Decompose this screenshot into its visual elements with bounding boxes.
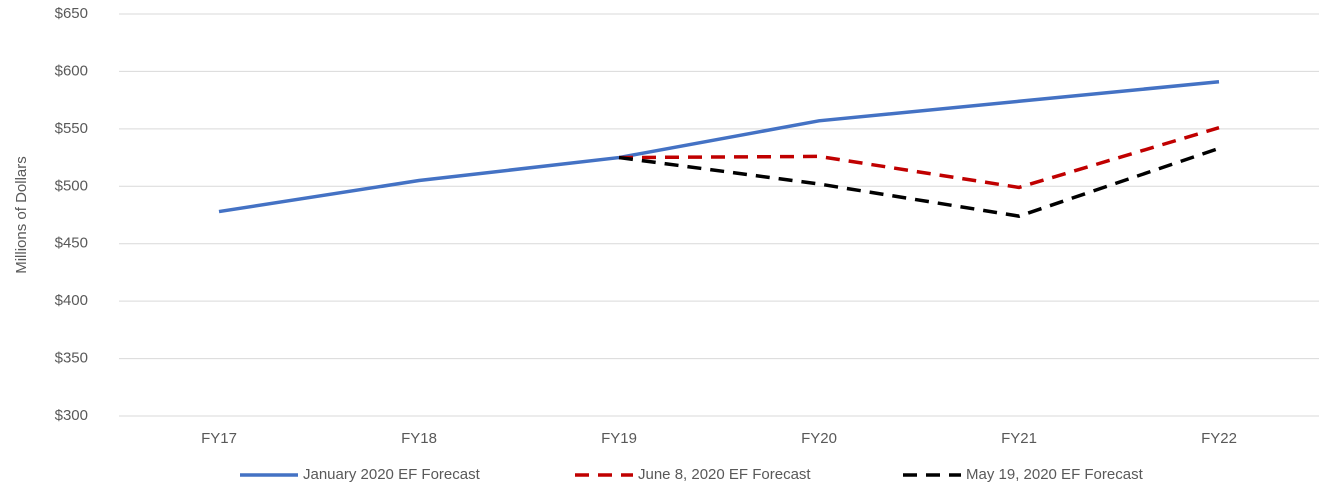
y-tick-label: $300 — [55, 407, 88, 424]
y-tick-label: $400 — [55, 292, 88, 309]
x-tick-label: FY22 — [1201, 430, 1237, 447]
y-tick-label: $550 — [55, 120, 88, 137]
series-line — [618, 126, 1220, 190]
y-axis-label: Millions of Dollars — [13, 156, 30, 274]
y-tick-label: $500 — [55, 177, 88, 194]
x-tick-label: FY19 — [601, 430, 637, 447]
x-tick-label: FY17 — [201, 430, 237, 447]
x-tick-label: FY18 — [401, 430, 437, 447]
y-tick-label: $350 — [55, 350, 88, 367]
y-tick-label: $450 — [55, 235, 88, 252]
series-line — [218, 80, 1220, 214]
x-tick-label: FY20 — [801, 430, 837, 447]
legend-label: May 19, 2020 EF Forecast — [966, 466, 1144, 483]
x-tick-label: FY21 — [1001, 430, 1037, 447]
y-tick-label: $650 — [55, 5, 88, 22]
legend-label: January 2020 EF Forecast — [303, 466, 481, 483]
series-line — [618, 146, 1220, 218]
y-tick-label: $600 — [55, 62, 88, 79]
legend-label: June 8, 2020 EF Forecast — [638, 466, 811, 483]
